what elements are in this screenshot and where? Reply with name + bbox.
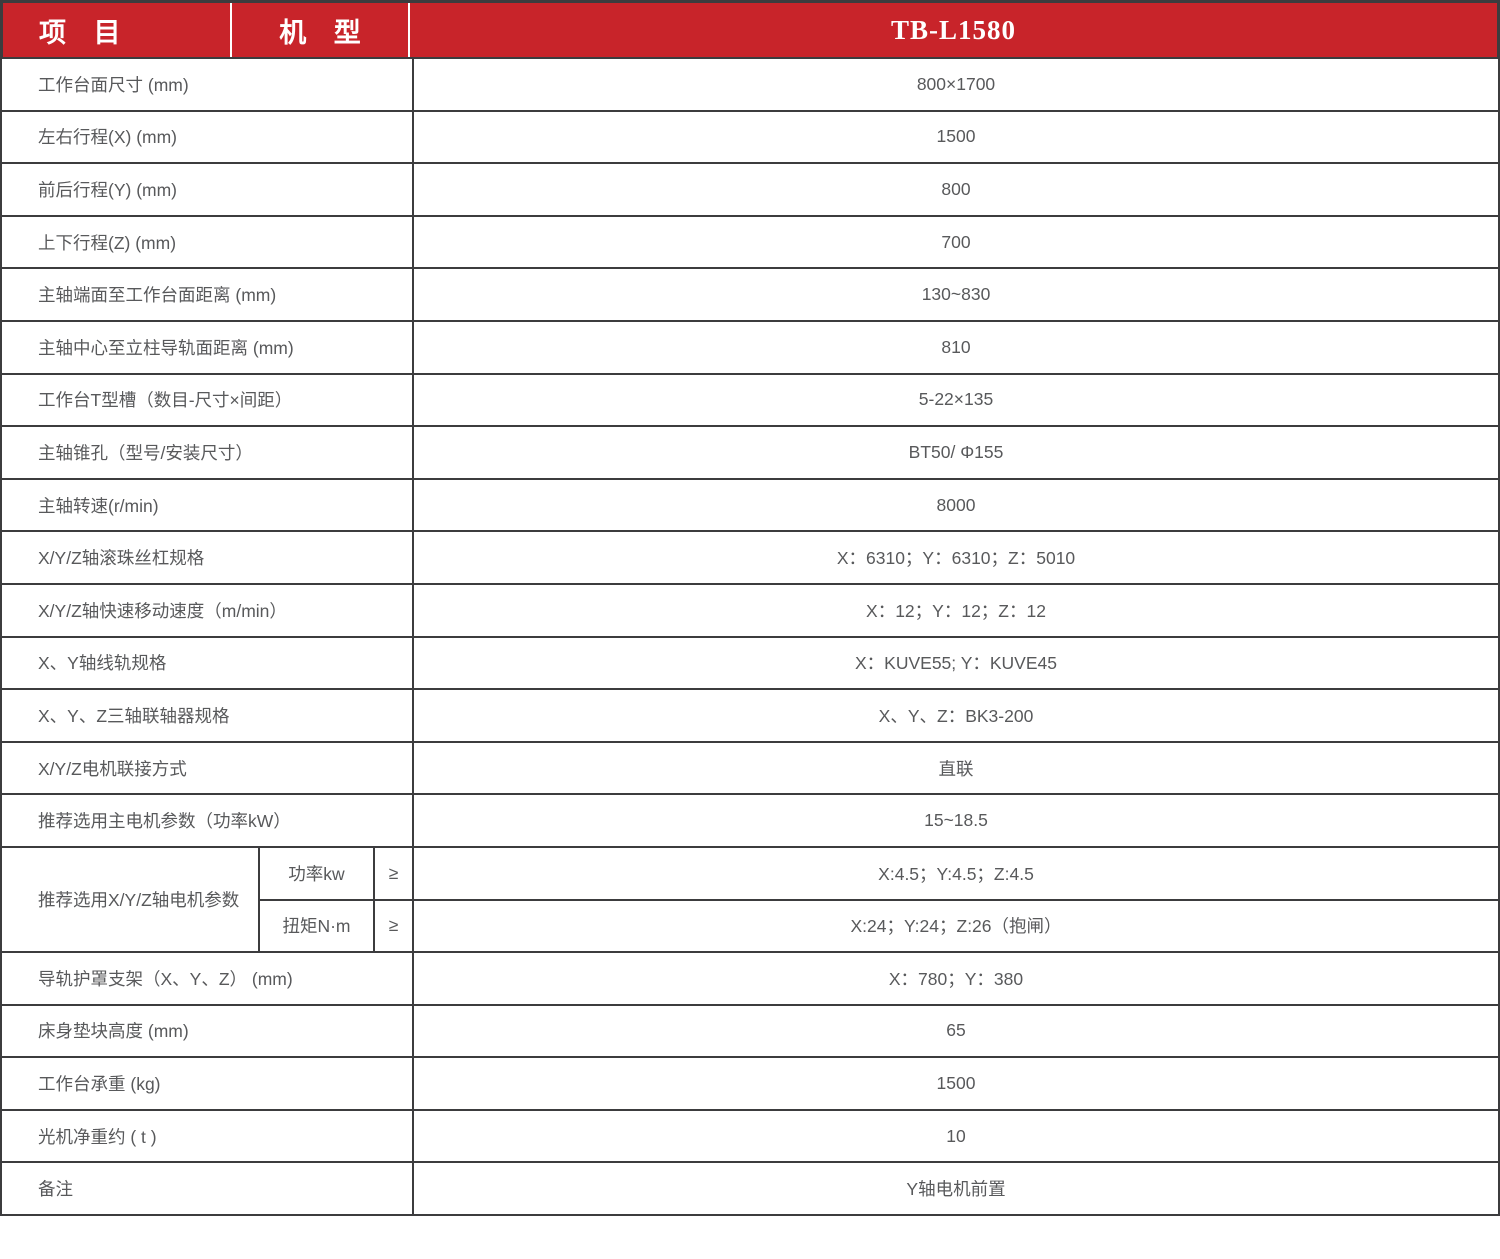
greater-equal-sign: ≥ <box>373 898 414 954</box>
spec-row-label: X/Y/Z电机联接方式 <box>0 740 414 796</box>
spec-row-label: 工作台承重 (kg) <box>0 1056 414 1111</box>
motor-group-label: 推荐选用X/Y/Z轴电机参数 <box>0 845 260 954</box>
spec-row-label: 主轴端面至工作台面距离 (mm) <box>0 267 414 322</box>
table-header: 项 目 机 型 TB-L1580 <box>0 0 1500 57</box>
table-row-motor-power: 推荐选用X/Y/Z轴电机参数 功率kw ≥ X:4.5；Y:4.5；Z:4.5 <box>0 845 1500 954</box>
spec-row-label: 导轨护罩支架（X、Y、Z） (mm) <box>0 951 414 1006</box>
table-row: X、Y轴线轨规格 X：KUVE55; Y：KUVE45 <box>0 635 1500 691</box>
table-row: 上下行程(Z) (mm) 700 <box>0 214 1500 270</box>
spec-row-value: X：6310；Y：6310；Z：5010 <box>412 530 1500 585</box>
spec-row-value: 8000 <box>412 477 1500 533</box>
spec-row-label: 上下行程(Z) (mm) <box>0 214 414 270</box>
motor-sub-label: 功率kw <box>258 845 375 901</box>
spec-row-value: 130~830 <box>412 267 1500 322</box>
spec-row-value: 直联 <box>412 740 1500 796</box>
table-row: 工作台T型槽（数目-尺寸×间距） 5-22×135 <box>0 372 1500 428</box>
spec-row-value: 1500 <box>412 109 1500 165</box>
spec-row-label: 左右行程(X) (mm) <box>0 109 414 165</box>
spec-row-value: 65 <box>412 1003 1500 1059</box>
table-row-motor-torque: 扭矩N·m ≥ X:24；Y:24；Z:26（抱闸） <box>1 898 1500 954</box>
model-column-header: 机 型 <box>232 3 410 57</box>
spec-row-value: 810 <box>412 319 1500 375</box>
motor-sub-label: 扭矩N·m <box>258 898 375 954</box>
table-row: 左右行程(X) (mm) 1500 <box>0 109 1500 165</box>
spec-row-label: 光机净重约 ( t ) <box>0 1108 414 1164</box>
spec-row-value: X、Y、Z：BK3-200 <box>412 688 1500 743</box>
spec-row-label: X、Y、Z三轴联轴器规格 <box>0 688 414 743</box>
spec-row-value: X:24；Y:24；Z:26（抱闸） <box>412 898 1500 954</box>
spec-row-label: 工作台T型槽（数目-尺寸×间距） <box>0 372 414 428</box>
table-row: 床身垫块高度 (mm) 65 <box>0 1003 1500 1059</box>
table-row: 主轴中心至立柱导轨面距离 (mm) 810 <box>0 319 1500 375</box>
table-row: 备注 Y轴电机前置 <box>0 1161 1500 1217</box>
spec-row-value: 5-22×135 <box>412 372 1500 428</box>
spec-row-label: 前后行程(Y) (mm) <box>0 162 414 217</box>
spec-row-value: Y轴电机前置 <box>412 1161 1500 1217</box>
spec-row-label: 推荐选用主电机参数（功率kW） <box>0 793 414 848</box>
spec-row-value: X：KUVE55; Y：KUVE45 <box>412 635 1500 691</box>
spec-row-value: 10 <box>412 1108 1500 1164</box>
spec-row-label: X/Y/Z轴滚珠丝杠规格 <box>0 530 414 585</box>
spec-row-value: X:4.5；Y:4.5；Z:4.5 <box>412 845 1500 901</box>
spec-row-value: 1500 <box>412 1056 1500 1111</box>
spec-row-value: 800×1700 <box>412 57 1500 112</box>
table-row: 主轴转速(r/min) 8000 <box>0 477 1500 533</box>
table-row: X/Y/Z轴滚珠丝杠规格 X：6310；Y：6310；Z：5010 <box>0 530 1500 585</box>
spec-row-value: BT50/ Φ155 <box>412 425 1500 480</box>
table-row: X/Y/Z电机联接方式 直联 <box>0 740 1500 796</box>
spec-row-label: 主轴转速(r/min) <box>0 477 414 533</box>
table-row: 主轴端面至工作台面距离 (mm) 130~830 <box>0 267 1500 322</box>
spec-row-label: 主轴中心至立柱导轨面距离 (mm) <box>0 319 414 375</box>
spec-row-value: X：12；Y：12；Z：12 <box>412 582 1500 638</box>
table-row: 光机净重约 ( t ) 10 <box>0 1108 1500 1164</box>
table-row: 导轨护罩支架（X、Y、Z） (mm) X：780；Y：380 <box>0 951 1500 1006</box>
spec-row-label: 备注 <box>0 1161 414 1217</box>
spec-row-value: 700 <box>412 214 1500 270</box>
model-number: TB-L1580 <box>890 14 1017 45</box>
spec-row-value: 15~18.5 <box>412 793 1500 848</box>
table-row: 工作台承重 (kg) 1500 <box>0 1056 1500 1111</box>
spec-row-label: 床身垫块高度 (mm) <box>0 1003 414 1059</box>
greater-equal-sign: ≥ <box>373 845 414 901</box>
spec-table: 工作台面尺寸 (mm) 800×1700 左右行程(X) (mm) 1500 前… <box>0 57 1500 1217</box>
spec-row-value: 800 <box>412 162 1500 217</box>
spec-row-label: 主轴锥孔（型号/安装尺寸） <box>0 425 414 480</box>
table-row: 推荐选用主电机参数（功率kW） 15~18.5 <box>0 793 1500 848</box>
table-row: X/Y/Z轴快速移动速度（m/min） X：12；Y：12；Z：12 <box>0 582 1500 638</box>
table-row: 前后行程(Y) (mm) 800 <box>0 162 1500 217</box>
spec-row-label: X/Y/Z轴快速移动速度（m/min） <box>0 582 414 638</box>
spec-row-label: X、Y轴线轨规格 <box>0 635 414 691</box>
table-row: X、Y、Z三轴联轴器规格 X、Y、Z：BK3-200 <box>0 688 1500 743</box>
table-row: 工作台面尺寸 (mm) 800×1700 <box>0 57 1500 112</box>
items-column-header: 项 目 <box>3 3 232 57</box>
table-row: 主轴锥孔（型号/安装尺寸） BT50/ Φ155 <box>0 425 1500 480</box>
spec-row-label: 工作台面尺寸 (mm) <box>0 57 414 112</box>
spec-row-value: X：780；Y：380 <box>412 951 1500 1006</box>
